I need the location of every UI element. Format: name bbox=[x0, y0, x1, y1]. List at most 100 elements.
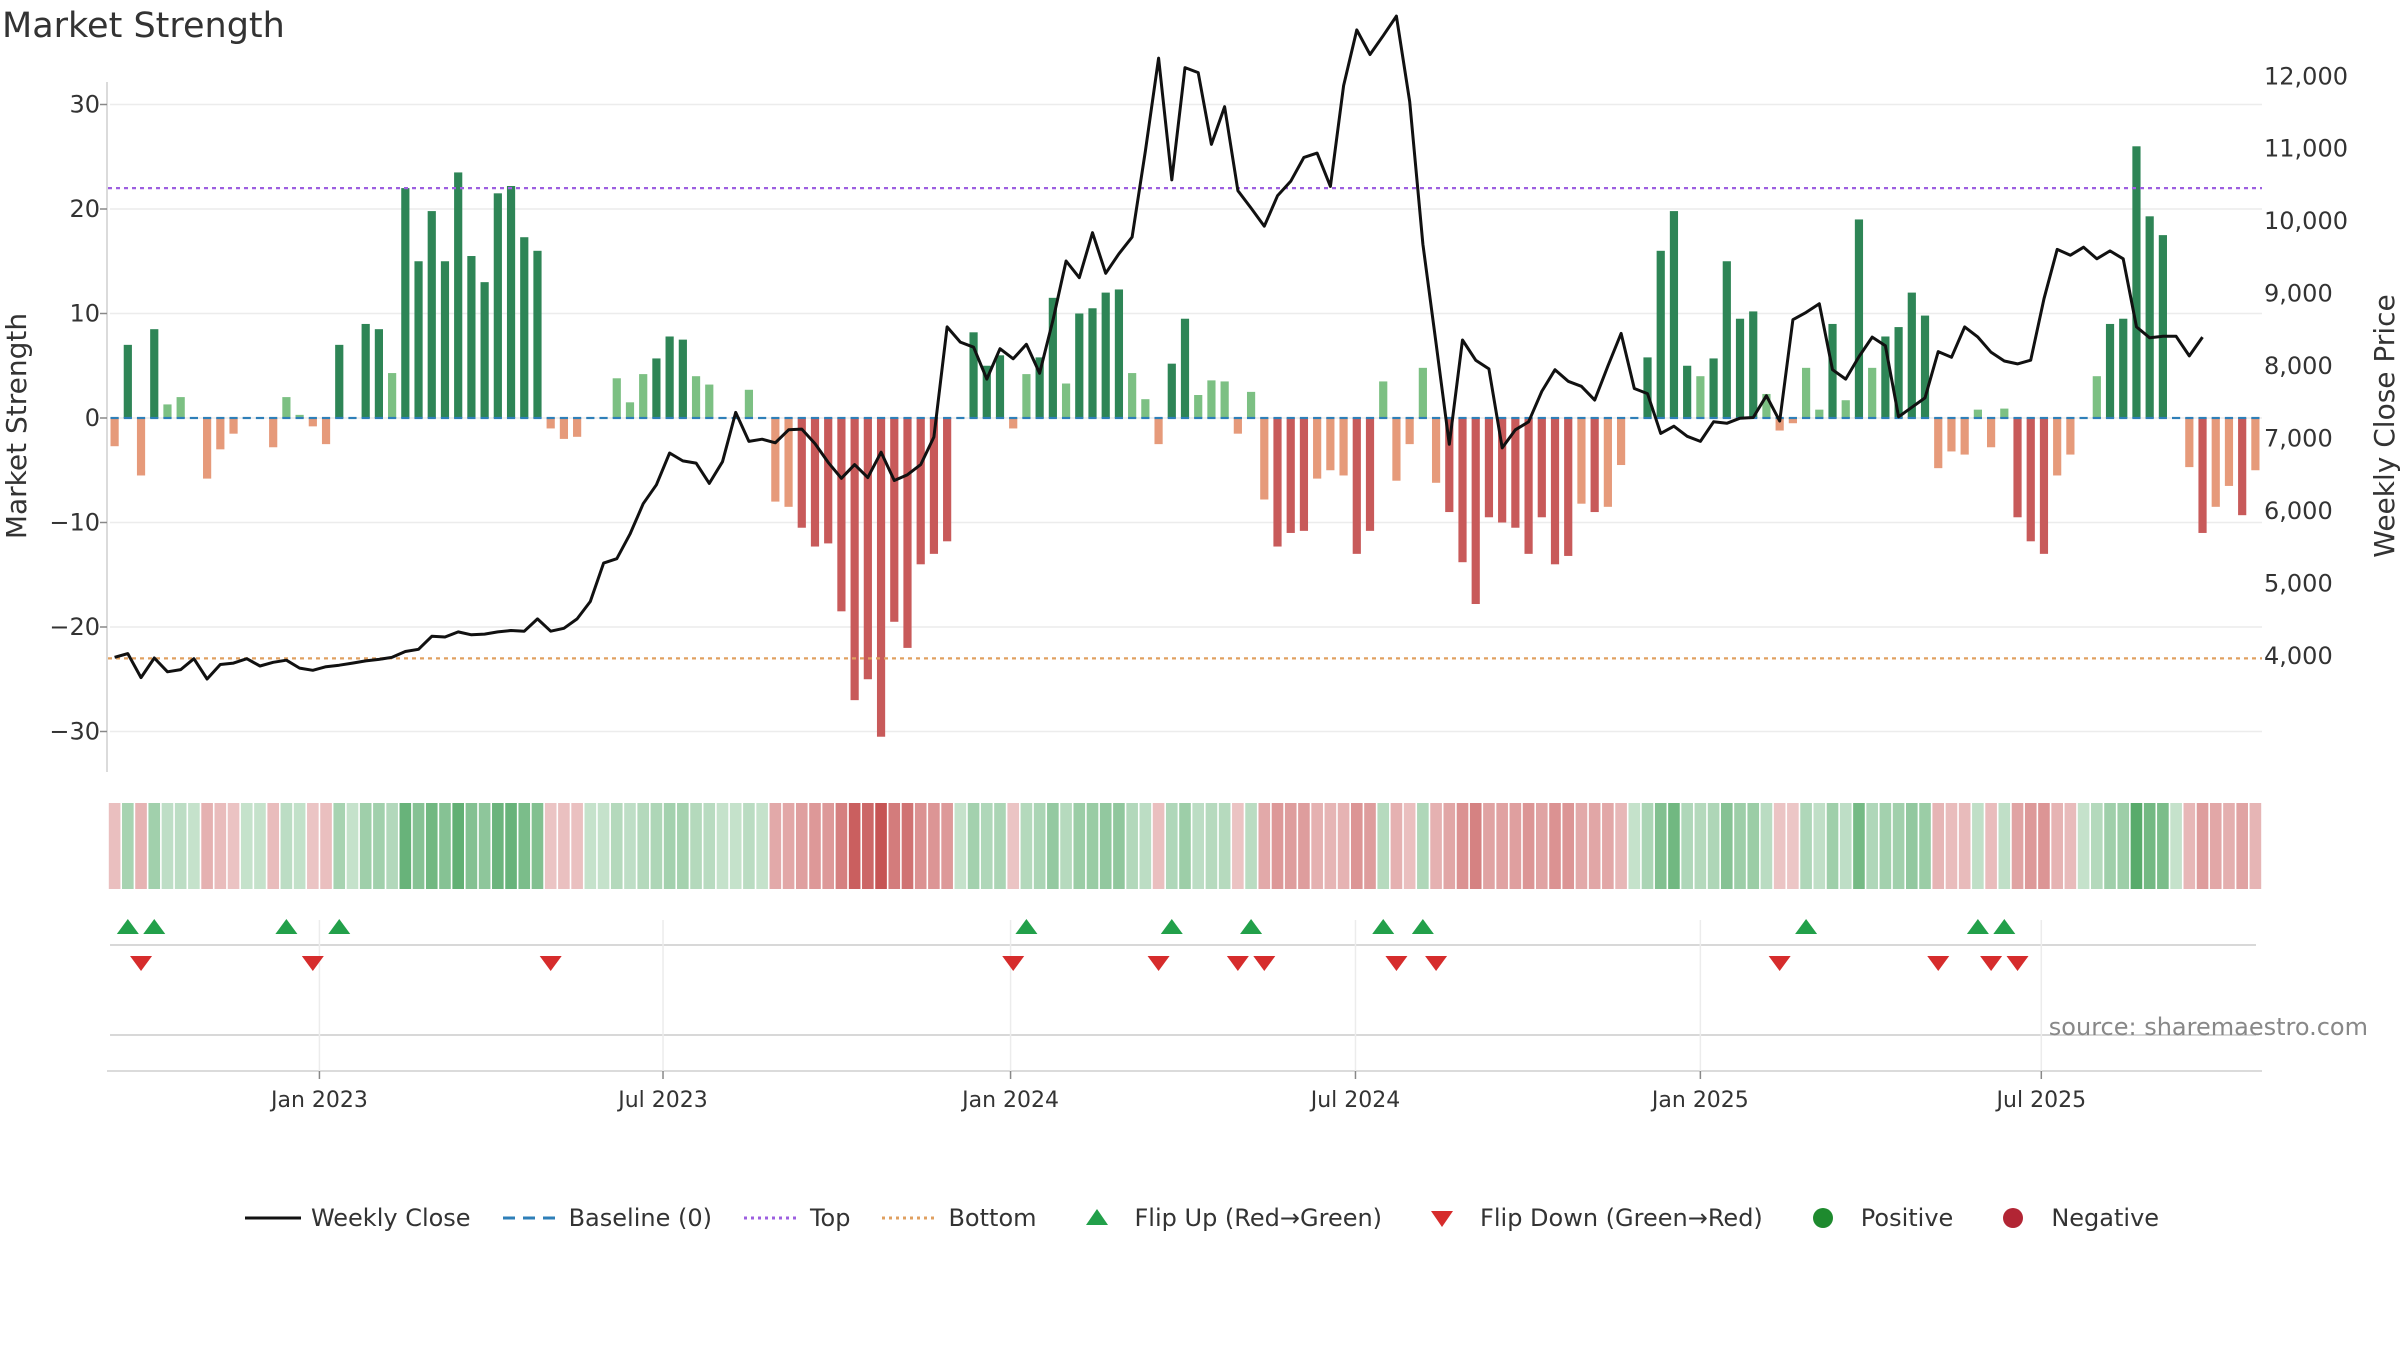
strength-bar bbox=[1616, 418, 1626, 466]
heat-cell bbox=[690, 803, 702, 889]
strength-bar bbox=[414, 261, 423, 418]
heat-cell bbox=[1007, 803, 1020, 889]
strength-bar bbox=[929, 418, 939, 554]
heat-cell bbox=[1469, 803, 1482, 889]
strength-bar bbox=[916, 418, 925, 565]
x-tick-label: Jul 2024 bbox=[1309, 1088, 1401, 1113]
heat-cell bbox=[1615, 803, 1627, 889]
strength-bar bbox=[705, 384, 714, 418]
flip-down-marker bbox=[1385, 956, 1408, 971]
heat-cell bbox=[835, 803, 848, 889]
heat-cell bbox=[1575, 803, 1588, 889]
strength-bar bbox=[2158, 235, 2167, 418]
heat-cell bbox=[1535, 803, 1548, 889]
flip-down-marker bbox=[1980, 956, 2003, 971]
strength-bar bbox=[520, 237, 529, 418]
x-axis-ticks: Jan 2023 Jul 2023 Jan 2024 Jul 2024 Jan 2025… bbox=[269, 1071, 2086, 1113]
heat-cell bbox=[2130, 803, 2143, 889]
heat-cell bbox=[1813, 803, 1826, 889]
heat-cell bbox=[465, 803, 478, 889]
flip-markers bbox=[116, 919, 2029, 971]
strength-bar bbox=[1418, 367, 1427, 418]
strength-bar bbox=[440, 261, 450, 418]
heat-cell bbox=[1800, 803, 1812, 889]
heat-cell bbox=[637, 803, 650, 889]
heat-cell bbox=[2077, 803, 2090, 889]
flip-down-marker bbox=[1002, 956, 1025, 971]
flip-down-marker bbox=[1226, 956, 1249, 971]
heat-cell bbox=[2249, 803, 2262, 889]
heat-cell bbox=[108, 803, 121, 889]
heat-cell bbox=[1284, 803, 1297, 889]
heat-cell bbox=[1839, 803, 1852, 889]
strength-bar bbox=[1775, 418, 1784, 431]
legend-item-flip-up: Flip Up (Red→Green) bbox=[1065, 1203, 1383, 1233]
heat-cell bbox=[1509, 803, 1522, 889]
heat-cell bbox=[1086, 803, 1099, 889]
flip-up-marker bbox=[116, 919, 139, 934]
strength-bar bbox=[1564, 418, 1573, 556]
strength-bar bbox=[691, 376, 701, 418]
strength-bar bbox=[1960, 418, 1969, 455]
strength-bar bbox=[123, 344, 132, 418]
strength-bar bbox=[1498, 418, 1507, 523]
heat-cell bbox=[505, 803, 517, 889]
strength-bar bbox=[335, 344, 344, 418]
heat-cell bbox=[624, 803, 636, 889]
flip-up-marker bbox=[143, 919, 166, 934]
strength-bar bbox=[282, 397, 291, 418]
heat-cell bbox=[135, 803, 147, 889]
heat-cell bbox=[1456, 803, 1469, 889]
heat-cell bbox=[1760, 803, 1773, 889]
heat-cell bbox=[1430, 803, 1442, 889]
heat-cell bbox=[1483, 803, 1495, 889]
strength-bar bbox=[1207, 380, 1216, 418]
negative-legend-icon bbox=[1981, 1203, 2045, 1233]
strength-bar bbox=[863, 418, 872, 680]
legend-label: Top bbox=[809, 1204, 851, 1232]
strength-bar bbox=[2066, 418, 2075, 455]
strength-bar bbox=[1881, 336, 1890, 418]
y-tick-label: −20 bbox=[49, 613, 100, 641]
strength-bar bbox=[876, 418, 886, 737]
heat-cell bbox=[584, 803, 597, 889]
strength-bar bbox=[1352, 418, 1361, 554]
heat-cell bbox=[1707, 803, 1720, 889]
heat-cell bbox=[1549, 803, 1561, 889]
flip-up-marker bbox=[1240, 919, 1263, 934]
flip-down-marker bbox=[1425, 956, 1448, 971]
legend-label: Flip Up (Red→Green) bbox=[1134, 1204, 1383, 1232]
heat-cell bbox=[1932, 803, 1945, 889]
strength-bar bbox=[480, 282, 489, 418]
heat-cell bbox=[439, 803, 451, 889]
heat-cell bbox=[346, 803, 359, 889]
strength-bar bbox=[1854, 219, 1864, 418]
heat-cell bbox=[201, 803, 213, 889]
heat-cell bbox=[148, 803, 161, 889]
strength-bar bbox=[652, 358, 661, 418]
strength-bar bbox=[454, 172, 463, 418]
heat-cell bbox=[1311, 803, 1323, 889]
heat-cell bbox=[386, 803, 398, 889]
legend-item-negative: Negative bbox=[1981, 1203, 2159, 1233]
heat-cell bbox=[280, 803, 293, 889]
heat-cell bbox=[174, 803, 187, 889]
heat-cell bbox=[2236, 803, 2248, 889]
strength-bar bbox=[1590, 418, 1599, 513]
heat-cell bbox=[558, 803, 570, 889]
heat-cell bbox=[1205, 803, 1218, 889]
heat-cell bbox=[954, 803, 967, 889]
strength-bar bbox=[969, 332, 978, 418]
heat-cell bbox=[862, 803, 874, 889]
strength-bar bbox=[1484, 418, 1494, 518]
strength-heat-strip bbox=[108, 803, 2262, 889]
y-tick-label: 20 bbox=[69, 195, 100, 223]
baseline-legend-icon bbox=[499, 1203, 563, 1233]
flip-up-marker bbox=[1966, 919, 1989, 934]
strength-bar bbox=[2105, 323, 2115, 418]
heat-cell bbox=[1350, 803, 1363, 889]
left-axis-ticks: 30 20 10 0 −10 −20 −30 bbox=[49, 91, 107, 746]
strength-bar bbox=[2092, 376, 2101, 418]
flip-up-marker bbox=[1160, 919, 1183, 934]
x-tick-label: Jul 2023 bbox=[616, 1088, 708, 1113]
